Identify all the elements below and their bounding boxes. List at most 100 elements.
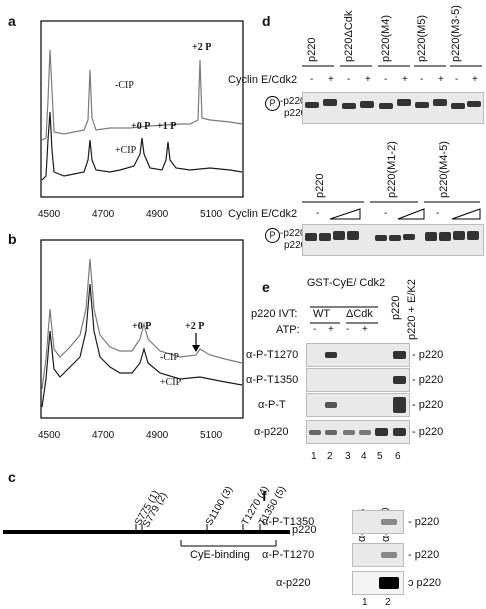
- panel-e-lane-number: 5: [377, 451, 383, 462]
- panel-d-sign: -: [420, 74, 424, 85]
- panel-e-band-label: - p220: [412, 399, 444, 411]
- panel-e-lane-number: 4: [361, 451, 367, 462]
- panel-b-spectrum: [40, 239, 244, 419]
- panel-e-atp-sign: -: [346, 324, 350, 335]
- panel-e-blot-row: [306, 393, 410, 417]
- panel-d-lane-label: p220(M5): [416, 14, 428, 62]
- panel-d-phospho-marker: P: [265, 96, 280, 111]
- panel-e-label: e: [262, 279, 270, 295]
- panel-a-trace-label-plus: +CIP: [115, 145, 137, 156]
- panel-d-bottom-treatment-label: Cyclin E/Cdk2: [228, 208, 298, 220]
- panel-e-blot-row: [306, 420, 410, 444]
- panel-e-ivt-label: p220 IVT:: [251, 308, 298, 320]
- panel-d-bottom-blot: [302, 224, 484, 256]
- panel-e-lane-number: 1: [311, 451, 317, 462]
- panel-e-lane-number: 3: [345, 451, 351, 462]
- panel-d-sign: -: [310, 74, 314, 85]
- panel-d-phospho-marker-text: P: [269, 98, 276, 108]
- panel-e-row-label: α-P-T1270: [246, 349, 299, 361]
- panel-f-row-label: α-P-T1270: [262, 549, 315, 561]
- panel-c-domain-diagram: [3, 524, 290, 547]
- panel-b-peak-0p: +0 P: [132, 321, 152, 332]
- panel-d-bottom-lane-label: p220(M4-5): [438, 141, 450, 198]
- panel-d-lane-label: p220(M3-5): [450, 5, 462, 62]
- panel-d-sign: +: [438, 74, 444, 85]
- panel-d-treatment-label: Cyclin E/Cdk2: [228, 74, 298, 86]
- panel-e-group-lines: [310, 306, 378, 324]
- panel-e-atp-sign: +: [362, 324, 368, 335]
- panel-d-bottom-sign: -: [384, 208, 388, 219]
- panel-e-atp-sign: +: [328, 324, 334, 335]
- panel-e-blot-row: [306, 368, 410, 392]
- panel-b-trace-label-plus: +CIP: [160, 377, 182, 388]
- panel-d-gradient-wedges: [330, 208, 481, 220]
- panel-b-xtick: 4500: [38, 430, 61, 441]
- panel-d-sign: +: [328, 74, 334, 85]
- panel-b-xtick: 4700: [92, 430, 115, 441]
- panel-a-xtick: 4900: [146, 209, 169, 220]
- panel-d-label: d: [262, 13, 271, 29]
- panel-d-sign: +: [365, 74, 371, 85]
- panel-a-trace-plus-cip: [41, 111, 243, 181]
- panel-f-band-label: - p220: [408, 549, 440, 561]
- panel-e-row-label: α-P-T: [258, 399, 286, 411]
- panel-d-bottom-lane-label: p220(M1-2): [386, 141, 398, 198]
- panel-e-extra-lane-label: p220: [390, 295, 402, 320]
- panel-a-xtick: 4700: [92, 209, 115, 220]
- panel-e-band-label: - p220: [412, 426, 444, 438]
- panel-f-lane-number: 1: [362, 597, 368, 608]
- panel-b-label: b: [8, 231, 17, 247]
- panel-d-sign: +: [402, 74, 408, 85]
- panel-e-header: GST-CyE/ Cdk2: [306, 277, 386, 289]
- panel-e-row-label: α-P-T1350: [246, 374, 299, 386]
- panel-f-band-label: - p220: [408, 516, 440, 528]
- panel-d-lane-label: p220ΔCdk: [343, 10, 355, 62]
- panel-d-bottom-band-label-upper: -p220: [280, 228, 306, 239]
- panel-b-trace-minus-cip: [41, 258, 243, 390]
- panel-a-trace-label-minus: -CIP: [115, 80, 134, 91]
- panel-f-blot-row: [352, 510, 404, 534]
- panel-d-lane-label: p220(M4): [380, 14, 392, 62]
- panel-e-row-label: α-p220: [254, 426, 289, 438]
- panel-f-band-label: ɔ p220: [408, 577, 442, 589]
- panel-d-bottom-sign: -: [436, 208, 440, 219]
- panel-d-sign: +: [472, 74, 478, 85]
- panel-f-blot-row: [352, 543, 404, 567]
- panel-a-peak-2p: +2 P: [192, 42, 212, 53]
- panel-f-row-label: α-P-T1350: [262, 516, 315, 528]
- panel-b-xtick: 5100: [200, 430, 223, 441]
- panel-d-bottom-sign: -: [316, 208, 320, 219]
- panel-d-bottom-phospho-marker: P: [265, 228, 280, 243]
- panel-e-blot-row: [306, 343, 410, 367]
- panel-d-band-label-upper: -p220: [280, 96, 306, 107]
- panel-d-lane-label: p220: [306, 37, 318, 62]
- panel-a-spectrum: [40, 20, 244, 198]
- panel-a-label: a: [8, 13, 16, 29]
- panel-d-bottom-band-label-lower: p220: [284, 240, 307, 251]
- panel-d-sign: -: [347, 74, 351, 85]
- panel-c-label: c: [8, 469, 16, 485]
- panel-e-band-label: - p220: [412, 349, 444, 361]
- panel-d-sign: -: [455, 74, 459, 85]
- panel-e-group-dcdk: ΔCdk: [346, 308, 373, 320]
- panel-e-band-label: - p220: [412, 374, 444, 386]
- panel-b-trace-plus-cip: [41, 283, 243, 408]
- panel-d-bottom-group-lines: [302, 201, 480, 203]
- panel-e-atp-sign: -: [313, 324, 317, 335]
- panel-b-trace-label-minus: -CIP: [160, 352, 179, 363]
- panel-e-extra-lane-label: p220 + E/K2: [406, 279, 418, 340]
- panel-f-row-label: α-p220: [276, 577, 311, 589]
- panel-a-trace-minus-cip: [41, 49, 243, 141]
- panel-d-band-label-lower: p220: [284, 108, 307, 119]
- panel-e-group-wt: WT: [313, 308, 331, 320]
- panel-f-lane-number: 2: [385, 597, 391, 608]
- panel-c-protein-label: p220: [292, 524, 317, 536]
- panel-b-xtick: 4900: [146, 430, 169, 441]
- panel-a-xtick: 5100: [200, 209, 223, 220]
- panel-d-sign: -: [384, 74, 388, 85]
- panel-d-bottom-lane-label: p220: [314, 173, 326, 198]
- panel-a-xtick: 4500: [38, 209, 61, 220]
- panel-f-label: f: [262, 488, 267, 504]
- panel-e-lane-number: 6: [395, 451, 401, 462]
- panel-a-peak-0p: +0 P: [131, 121, 151, 132]
